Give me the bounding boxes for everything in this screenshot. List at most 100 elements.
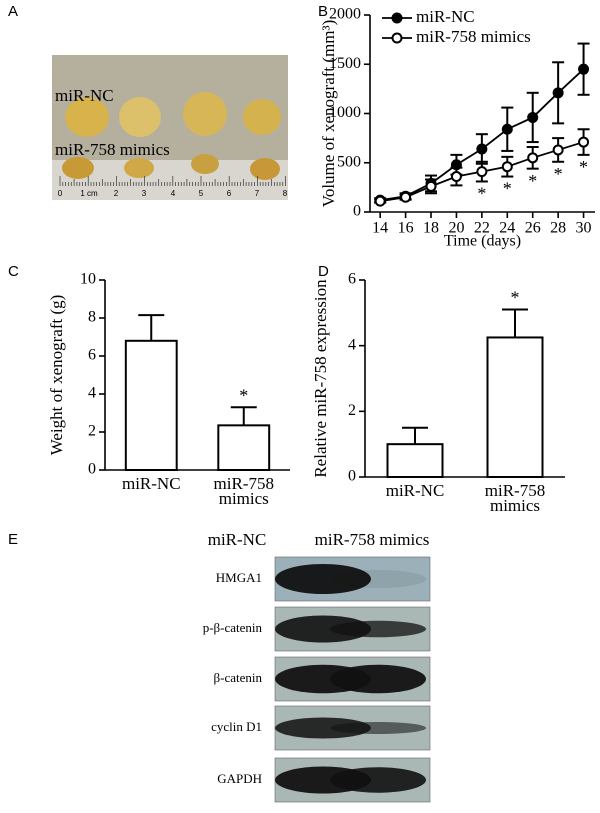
data-point: [578, 136, 590, 148]
tumor-photo: [52, 55, 288, 200]
x-tick-label: 26: [525, 220, 541, 237]
tumor: [243, 99, 281, 135]
x-tick-label: 28: [550, 220, 566, 237]
y-axis-title: Weight of xenograft (g): [47, 295, 66, 456]
x-tick-label: 24: [499, 220, 515, 237]
y-axis-title: Relative miR-758 expression: [311, 279, 330, 478]
group-label: miR-NC: [55, 86, 114, 105]
blot-band: [330, 722, 426, 734]
x-tick-label-box: miR-NC: [121, 476, 181, 493]
data-point: [501, 123, 513, 135]
x-tick-label-box: miR-758 mimics: [484, 483, 546, 515]
data-point: [400, 191, 412, 203]
significance-mark: *: [554, 164, 563, 184]
bar: [486, 336, 544, 479]
y-tick-label: 6: [348, 271, 356, 288]
x-tick-label: 18: [423, 220, 439, 237]
panel-label: B: [318, 3, 328, 20]
blot-band: [330, 664, 426, 694]
y-tick-label: 2: [88, 423, 96, 440]
tumor: [183, 92, 227, 136]
x-tick-label-box: miR-NC: [386, 483, 445, 499]
tumor: [62, 157, 94, 179]
tumor: [191, 154, 219, 174]
blot-column-label: miR-758 mimics: [315, 530, 430, 549]
y-tick-label: 4: [348, 336, 356, 353]
significance-mark: *: [477, 184, 486, 204]
bar: [217, 424, 271, 472]
panel-label: A: [8, 3, 18, 20]
legend-marker: [391, 12, 403, 24]
y-tick-label: 2: [348, 402, 356, 419]
x-tick-label: miR-758 mimics: [484, 483, 546, 515]
x-tick-label-box: miR-758 mimics: [214, 476, 274, 507]
significance-mark: *: [503, 179, 512, 199]
panel-label: E: [8, 531, 18, 548]
ruler-label: 2: [114, 189, 119, 198]
y-tick-label: 6: [88, 347, 96, 364]
significance-mark: *: [511, 288, 520, 308]
y-tick-label: 0: [353, 203, 361, 220]
blot-row-label: p-β-catenin: [203, 620, 263, 635]
x-tick-label: 16: [398, 220, 414, 237]
blot-row-label: β-catenin: [214, 670, 263, 685]
x-axis-title: Time (days): [444, 233, 521, 250]
significance-mark: *: [528, 171, 537, 191]
x-tick-label: 30: [576, 220, 592, 237]
legend-label: miR-758 mimics: [416, 27, 531, 46]
y-tick-label: 0: [348, 468, 356, 485]
x-tick-label: 20: [448, 220, 464, 237]
y-tick-label: 2000: [329, 6, 361, 23]
ruler-label: 5: [199, 189, 204, 198]
blot-row-label: GAPDH: [217, 771, 262, 786]
legend-marker: [391, 32, 403, 44]
data-point: [552, 87, 564, 99]
data-point: [552, 144, 564, 156]
tumor: [119, 97, 161, 137]
panel-label: C: [8, 263, 19, 280]
blot-row-label: HMGA1: [216, 570, 262, 585]
group-label: miR-758 mimics: [55, 140, 170, 159]
data-point: [425, 180, 437, 192]
y-tick-label: 1000: [329, 104, 361, 121]
ruler-label: 6: [227, 189, 232, 198]
bar: [386, 443, 444, 478]
data-point: [476, 166, 488, 178]
panel-label: D: [318, 263, 329, 280]
data-point: [501, 161, 513, 173]
y-tick-label: 8: [88, 309, 96, 326]
y-tick-label: 4: [88, 385, 96, 402]
data-point: [527, 111, 539, 123]
blot-band: [275, 717, 371, 739]
blot-band: [275, 564, 371, 594]
x-tick-label: 22: [474, 220, 490, 237]
data-point: [476, 143, 488, 155]
ruler-label: 7: [255, 189, 260, 198]
tumor: [250, 158, 280, 180]
tumor: [65, 97, 109, 137]
blot-band: [330, 620, 426, 638]
x-tick-label: 14: [372, 220, 388, 237]
ruler-label: 0: [58, 189, 63, 198]
blot-band: [330, 570, 426, 588]
ruler-label: 4: [171, 189, 176, 198]
y-tick-label: 500: [337, 153, 361, 170]
data-point: [450, 171, 462, 183]
blot-band: [275, 615, 371, 643]
y-tick-label: 0: [88, 461, 96, 478]
blot-row-label: cyclin D1: [211, 719, 262, 734]
significance-mark: *: [239, 385, 248, 405]
ruler-ticks: [59, 176, 286, 186]
y-tick-label: 1500: [329, 55, 361, 72]
legend-label: miR-NC: [416, 7, 475, 26]
data-point: [527, 152, 539, 164]
x-tick-label: miR-NC: [121, 476, 181, 493]
bar: [124, 339, 178, 471]
y-axis-title: Volume of xenograft (mm³): [319, 20, 338, 208]
data-point: [578, 63, 590, 75]
blot-column-label: miR-NC: [208, 530, 267, 549]
data-point: [374, 195, 386, 207]
tumor: [124, 158, 154, 178]
significance-mark: *: [579, 157, 588, 177]
